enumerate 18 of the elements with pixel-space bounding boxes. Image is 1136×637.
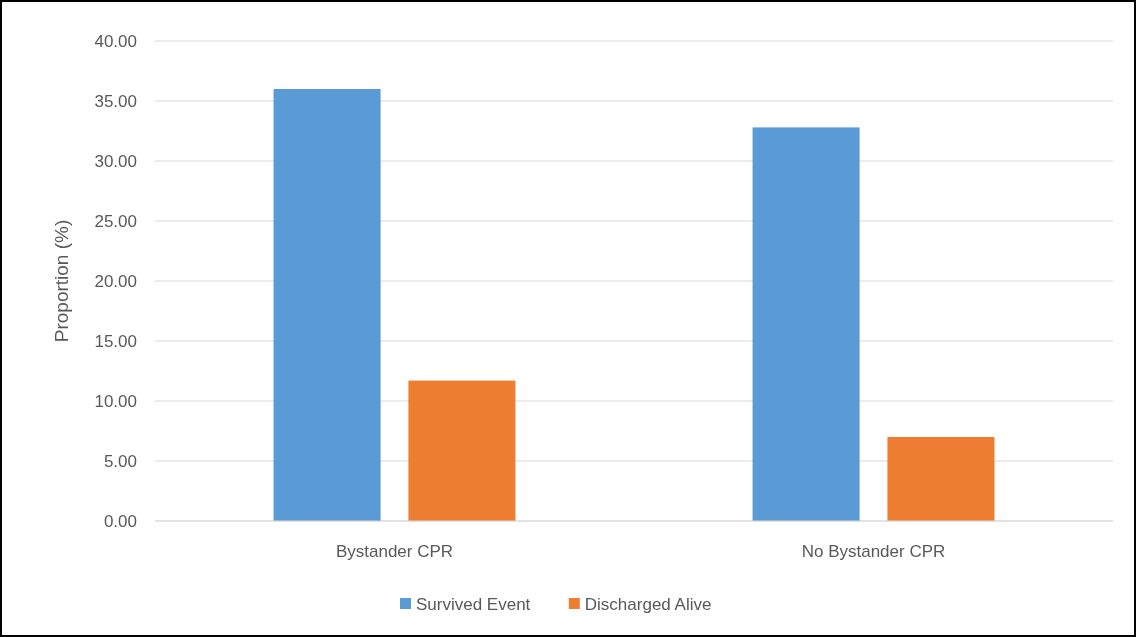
- y-tick-label: 30.00: [94, 151, 137, 171]
- bar: [887, 437, 995, 521]
- y-tick-label: 25.00: [94, 211, 137, 231]
- y-tick-label: 0.00: [103, 511, 137, 531]
- bar: [408, 380, 516, 521]
- y-tick-label: 40.00: [94, 31, 137, 51]
- bar: [273, 89, 381, 521]
- y-tick-label: 20.00: [94, 271, 137, 291]
- legend-label: Survived Event: [416, 594, 531, 614]
- y-axis-title: Proportion (%): [51, 219, 72, 343]
- y-tick-label: 5.00: [103, 451, 137, 471]
- y-tick-label: 15.00: [94, 331, 137, 351]
- x-tick-label: Bystander CPR: [335, 542, 454, 561]
- y-tick-label: 10.00: [94, 391, 137, 411]
- y-tick-label: 35.00: [94, 91, 137, 111]
- bar: [752, 127, 860, 521]
- x-tick-label: No Bystander CPR: [801, 542, 946, 561]
- legend-label: Discharged Alive: [584, 594, 712, 614]
